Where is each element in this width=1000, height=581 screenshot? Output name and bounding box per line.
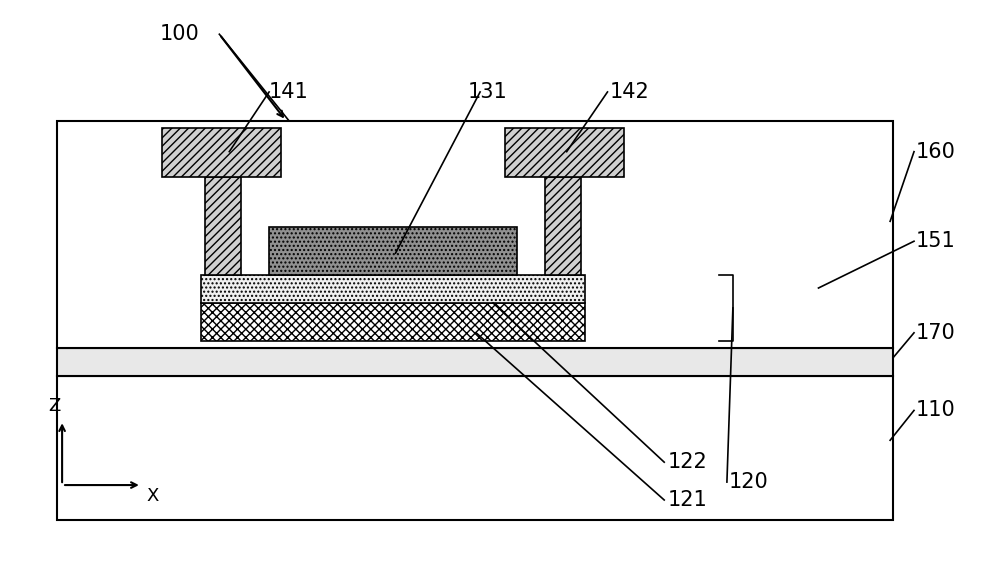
Bar xyxy=(269,227,517,275)
Text: X: X xyxy=(147,487,159,505)
Text: 110: 110 xyxy=(916,400,956,421)
Text: 141: 141 xyxy=(269,82,309,102)
Bar xyxy=(545,177,581,275)
Text: 120: 120 xyxy=(729,472,769,492)
Text: 121: 121 xyxy=(667,490,707,510)
Text: 131: 131 xyxy=(468,82,508,102)
Bar xyxy=(162,128,281,177)
Bar xyxy=(57,375,893,520)
Text: Z: Z xyxy=(48,397,60,415)
Text: 160: 160 xyxy=(916,142,956,162)
Bar xyxy=(57,347,893,375)
Bar xyxy=(57,121,893,347)
Text: 122: 122 xyxy=(667,452,707,472)
Text: 151: 151 xyxy=(916,231,956,251)
Text: 100: 100 xyxy=(160,24,199,44)
Bar xyxy=(205,177,241,275)
Bar xyxy=(505,128,624,177)
Bar xyxy=(201,303,585,341)
Text: 142: 142 xyxy=(609,82,649,102)
Bar xyxy=(201,275,585,303)
Text: 170: 170 xyxy=(916,323,956,343)
